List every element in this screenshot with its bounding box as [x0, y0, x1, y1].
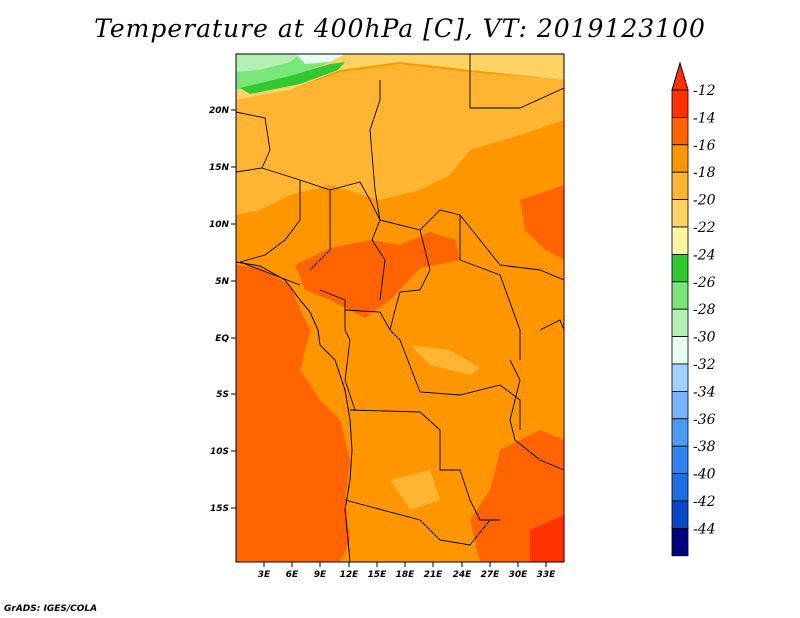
colorbar-swatch [671, 171, 689, 200]
hot-patch [530, 515, 564, 562]
lon-label: 9E [314, 570, 327, 580]
colorbar-label: -18 [693, 165, 716, 181]
lat-label: 5S [216, 390, 229, 400]
colorbar-label: -22 [693, 220, 716, 236]
colorbar-label: -38 [693, 439, 716, 455]
colder-patch [236, 54, 300, 72]
country-borders [236, 54, 564, 546]
colorbar-label: -44 [693, 521, 716, 537]
colorbar-label: -40 [693, 467, 716, 483]
lon-axis: 3E 6E 9E 12E 15E 18E 21E 24E 27E 30E 33E [258, 562, 556, 580]
cool-patch-south [390, 470, 440, 510]
coastline [236, 261, 353, 562]
green-band [240, 62, 345, 94]
lon-label: 27E [481, 570, 501, 580]
colorbar-label: -14 [693, 110, 716, 126]
cool-zone-north [236, 64, 564, 215]
colorbar-label: -26 [693, 275, 716, 291]
temperature-field [236, 54, 564, 562]
colorbar-swatch [671, 199, 689, 228]
colorbar-swatch [671, 500, 689, 529]
lon-label: 24E [453, 570, 473, 580]
warm-ocean [236, 265, 350, 562]
lat-label: 20N [209, 106, 230, 116]
lon-label: 15E [368, 570, 388, 580]
lat-label: EQ [215, 334, 229, 344]
colorbar-label: -42 [693, 494, 716, 510]
colorbar-swatch [671, 308, 689, 338]
map-frame [235, 53, 565, 563]
colorbar-swatch [671, 528, 689, 557]
grads-credit: GrADS: IGES/COLA [4, 604, 98, 614]
colorbar-label: -32 [693, 357, 716, 373]
colorbar-swatch [671, 336, 689, 365]
lat-label: 10S [210, 447, 229, 457]
colorbar-swatch [671, 226, 689, 255]
colorbar-swatch [671, 390, 689, 420]
warm-patch-east [520, 185, 564, 260]
colorbar-label: -34 [693, 384, 716, 400]
colorbar: -12 -14 -16 -18 -20 -22 -24 -26 -28 -30 -32 -34 -36 -… [671, 61, 716, 557]
colorbar-swatch [671, 418, 689, 447]
map-title: Temperature at 400hPa [C], VT: 201912310… [94, 14, 706, 43]
colorbar-label: -28 [693, 302, 716, 318]
colorbar-label: -16 [693, 138, 716, 154]
lon-label: 12E [340, 570, 360, 580]
lon-label: 18E [396, 570, 416, 580]
colorbar-swatch [671, 144, 689, 173]
lon-label: 6E [286, 570, 299, 580]
colorbar-label: -12 [693, 83, 716, 99]
coldest-patch [296, 54, 345, 64]
colorbar-top-arrow [671, 61, 689, 91]
lat-label: 5N [215, 277, 229, 287]
colorbar-swatch [671, 281, 689, 310]
lon-label: 21E [424, 570, 444, 580]
colorbar-swatch [671, 473, 689, 502]
lat-label: 10N [209, 220, 230, 230]
colorbar-swatch [671, 253, 689, 283]
lat-label: 15N [209, 163, 230, 173]
cool-patch-congo [410, 345, 480, 375]
lat-label: 15S [210, 504, 229, 514]
colorbar-label: -36 [693, 412, 716, 428]
colorbar-label: -24 [693, 247, 716, 263]
colorbar-swatch [671, 363, 689, 392]
colorbar-swatch [671, 89, 689, 118]
colorbar-swatch [671, 117, 689, 146]
lon-label: 3E [258, 570, 271, 580]
colorbar-label: -20 [693, 193, 716, 209]
lon-label: 33E [537, 570, 557, 580]
lon-label: 30E [509, 570, 529, 580]
colorbar-swatch [671, 445, 689, 475]
lat-axis: 20N 15N 10N 5N EQ 5S 10S 15S [209, 106, 236, 514]
colorbar-label: -30 [693, 330, 716, 346]
